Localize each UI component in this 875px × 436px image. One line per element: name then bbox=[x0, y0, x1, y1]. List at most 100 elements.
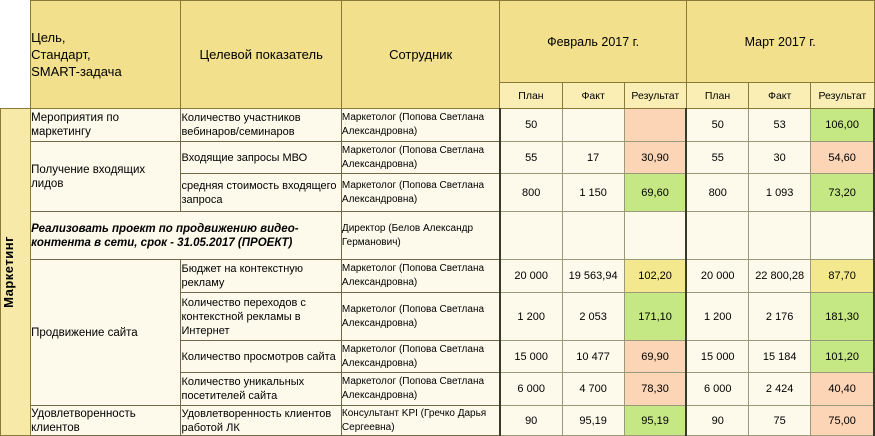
metric-cell: Входящие запросы МВО bbox=[180, 141, 342, 174]
header-employee: Сотрудник bbox=[340, 0, 501, 109]
feb-plan-cell: 15 000 bbox=[498, 340, 563, 373]
employee-cell: Маркетолог (Попова Светлана Александровн… bbox=[340, 340, 501, 373]
employee-cell: Маркетолог (Попова Светлана Александровн… bbox=[340, 259, 501, 293]
feb-result-cell: 171,10 bbox=[623, 292, 688, 341]
mar-result-cell: 73,20 bbox=[810, 173, 875, 212]
metric-cell: Удовлетворенность клиентов работой ЛК bbox=[180, 405, 342, 436]
table-row: Маркетинг Мероприятия по маркетингу Количе… bbox=[0, 108, 875, 436]
mar-fact-cell: 30 bbox=[748, 141, 812, 174]
mar-plan-cell: 20 000 bbox=[685, 259, 750, 293]
goal-cell: Продвижение сайта bbox=[30, 259, 182, 406]
feb-fact-cell: 19 563,94 bbox=[561, 259, 625, 293]
group-label-text: Маркетинг bbox=[1, 236, 16, 308]
feb-fact-cell: 17 bbox=[561, 141, 625, 174]
mar-result-cell: 54,60 bbox=[810, 141, 875, 174]
employee-cell: Маркетолог (Попова Светлана Александровн… bbox=[340, 292, 501, 341]
table-row: Количество переходов с контекстной рекла… bbox=[1, 292, 875, 341]
mar-fact-cell: 53 bbox=[748, 108, 812, 142]
metric-cell: Количество участников вебинаров/семинаро… bbox=[180, 108, 342, 142]
mar-fact-cell: 75 bbox=[748, 405, 812, 436]
table-header: Цель, Стандарт, SMART-задача Целевой пок… bbox=[0, 0, 875, 109]
feb-plan-cell: 20 000 bbox=[498, 259, 563, 293]
table-row: Получение входящих лидов Входящие запросы… bbox=[1, 141, 875, 212]
feb-fact-cell bbox=[561, 108, 625, 142]
feb-plan-cell bbox=[498, 211, 563, 260]
table-row: Количество просмотров сайта Маркетолог (П… bbox=[1, 340, 875, 373]
mar-fact-cell: 22 800,28 bbox=[748, 259, 812, 293]
feb-fact-cell: 10 477 bbox=[561, 340, 625, 373]
corner-blank-cell bbox=[0, 0, 31, 109]
metric-cell: Количество уникальных посетителей сайта bbox=[180, 372, 342, 406]
employee-cell: Маркетолог (Попова Светлана Александровн… bbox=[340, 108, 501, 142]
mar-fact-cell: 15 184 bbox=[748, 340, 812, 373]
table-row: Количество уникальных посетителей сайта М… bbox=[1, 372, 875, 406]
group-label-marketing: Маркетинг bbox=[0, 108, 32, 436]
mar-plan-cell: 90 bbox=[685, 405, 750, 436]
mar-result-cell: 106,00 bbox=[810, 108, 875, 142]
employee-cell: Маркетолог (Попова Светлана Александровн… bbox=[340, 372, 501, 406]
goal-cell: Мероприятия по маркетингу bbox=[30, 108, 182, 142]
mar-result-cell: 87,70 bbox=[810, 259, 875, 293]
feb-result-cell: 95,19 bbox=[623, 405, 688, 436]
mar-result-cell: 40,40 bbox=[810, 372, 875, 406]
mar-plan-cell: 1 200 bbox=[685, 292, 750, 341]
table-row: Удовлетворенность клиентов Удовлетворенно… bbox=[1, 405, 875, 436]
header-goal-line1: Цель, bbox=[31, 30, 66, 45]
feb-plan-cell: 55 bbox=[498, 141, 563, 174]
table-row: Реализовать проект по продвижению видео-… bbox=[1, 211, 875, 260]
header-goal: Цель, Стандарт, SMART-задача bbox=[30, 0, 182, 109]
table-row: средняя стоимость входящего запроса Марке… bbox=[1, 173, 875, 212]
header-month-march: Март 2017 г. bbox=[685, 0, 875, 83]
feb-result-cell: 69,90 bbox=[623, 340, 688, 373]
feb-result-cell: 30,90 bbox=[623, 141, 688, 174]
feb-result-cell bbox=[623, 211, 688, 260]
mar-plan-cell bbox=[685, 211, 750, 260]
header-mar-plan: План bbox=[685, 82, 750, 109]
goal-cell: Удовлетворенность клиентов bbox=[30, 405, 182, 436]
header-feb-plan: План bbox=[499, 82, 563, 109]
mar-result-cell: 181,30 bbox=[810, 292, 875, 341]
feb-fact-cell: 2 053 bbox=[561, 292, 625, 341]
mar-plan-cell: 50 bbox=[685, 108, 750, 142]
feb-plan-cell: 90 bbox=[498, 405, 563, 436]
header-metric: Целевой показатель bbox=[180, 0, 342, 109]
mar-plan-cell: 800 bbox=[685, 173, 750, 212]
header-goal-line3: SMART-задача bbox=[31, 64, 122, 79]
header-month-february: Февраль 2017 г. bbox=[499, 0, 687, 83]
feb-fact-cell: 95,19 bbox=[561, 405, 625, 436]
feb-result-cell: 78,30 bbox=[623, 372, 688, 406]
mar-plan-cell: 55 bbox=[685, 141, 750, 174]
header-mar-result: Результат bbox=[810, 82, 875, 109]
metric-cell: средняя стоимость входящего запроса bbox=[180, 173, 342, 212]
mar-result-cell: 75,00 bbox=[810, 405, 875, 436]
metric-cell: Количество переходов с контекстной рекла… bbox=[180, 292, 342, 341]
mar-fact-cell: 2 176 bbox=[748, 292, 812, 341]
employee-cell: Консультант KPI (Гречко Дарья Сергеевна) bbox=[340, 405, 501, 436]
feb-fact-cell: 1 150 bbox=[561, 173, 625, 212]
employee-cell: Директор (Белов Александр Германович) bbox=[340, 211, 501, 260]
employee-cell: Маркетолог (Попова Светлана Александровн… bbox=[340, 141, 501, 174]
mar-plan-cell: 6 000 bbox=[685, 372, 750, 406]
feb-result-cell bbox=[623, 108, 688, 142]
feb-plan-cell: 50 bbox=[498, 108, 563, 142]
feb-result-cell: 102,20 bbox=[623, 259, 688, 293]
table-row: Продвижение сайта Бюджет на контекстную р… bbox=[1, 259, 875, 406]
mar-fact-cell: 1 093 bbox=[748, 173, 812, 212]
mar-plan-cell: 15 000 bbox=[685, 340, 750, 373]
header-mar-fact: Факт bbox=[748, 82, 812, 109]
feb-fact-cell bbox=[561, 211, 625, 260]
mar-fact-cell: 2 424 bbox=[748, 372, 812, 406]
feb-fact-cell: 4 700 bbox=[561, 372, 625, 406]
mar-result-cell: 101,20 bbox=[810, 340, 875, 373]
header-feb-fact: Факт bbox=[561, 82, 625, 109]
header-goal-line2: Стандарт, bbox=[31, 47, 91, 62]
goal-cell: Получение входящих лидов bbox=[30, 141, 182, 212]
mar-fact-cell bbox=[748, 211, 812, 260]
feb-plan-cell: 1 200 bbox=[498, 292, 563, 341]
feb-plan-cell: 6 000 bbox=[498, 372, 563, 406]
employee-cell: Маркетолог (Попова Светлана Александровн… bbox=[340, 173, 501, 212]
table-body: Маркетинг Мероприятия по маркетингу Количе… bbox=[0, 108, 875, 436]
metric-cell: Количество просмотров сайта bbox=[180, 340, 342, 373]
